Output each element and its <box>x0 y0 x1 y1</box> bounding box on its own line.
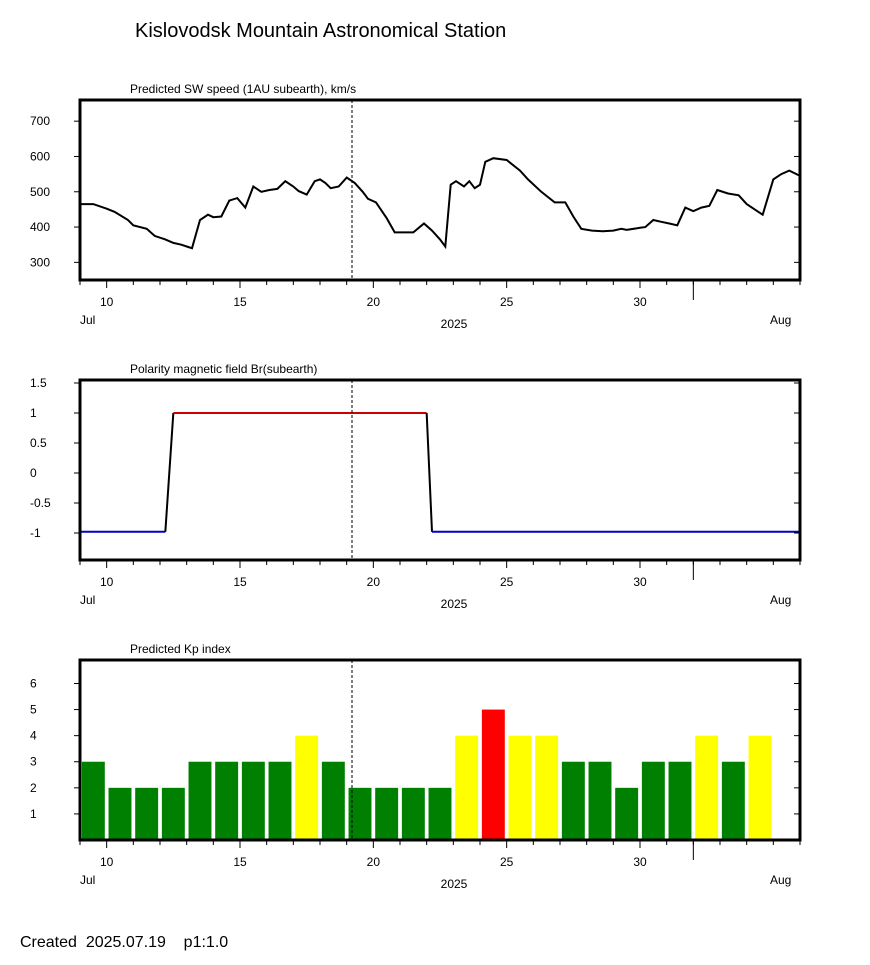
kp-bar <box>401 787 425 840</box>
kp-bar <box>348 787 372 840</box>
kp-bar <box>135 787 159 840</box>
x-tick-label: 20 <box>367 855 381 869</box>
y-tick-label: -1 <box>30 526 41 540</box>
x-year-label: 2025 <box>441 877 468 891</box>
y-tick-label: -0.5 <box>30 496 51 510</box>
y-tick-label: 0 <box>30 466 37 480</box>
chart-panel-3 <box>74 658 802 860</box>
x-month-label: Jul <box>80 593 95 607</box>
created-footer: Created 2025.07.19 p1:1.0 <box>20 934 229 951</box>
x-tick-label: 15 <box>233 855 247 869</box>
x-tick-label: 25 <box>500 295 514 309</box>
x-month-label: Aug <box>770 313 791 327</box>
chart-title: Predicted SW speed (1AU subearth), km/s <box>130 82 356 96</box>
x-tick-label: 10 <box>100 575 114 589</box>
page-title: Kislovodsk Mountain Astronomical Station <box>135 20 507 42</box>
x-month-label: Aug <box>770 873 791 887</box>
x-month-label: Jul <box>80 313 95 327</box>
kp-bar <box>561 761 585 840</box>
x-tick-label: 10 <box>100 295 114 309</box>
kp-bar <box>81 761 105 840</box>
y-tick-label: 2 <box>30 781 37 795</box>
y-tick-label: 600 <box>30 149 50 163</box>
y-tick-label: 0.5 <box>30 436 47 450</box>
x-tick-label: 20 <box>367 575 381 589</box>
x-tick-label: 25 <box>500 575 514 589</box>
x-tick-label: 15 <box>233 575 247 589</box>
y-tick-label: 1 <box>30 807 37 821</box>
kp-bar <box>428 787 452 840</box>
kp-bar <box>268 761 292 840</box>
kp-bar <box>455 735 479 840</box>
kp-bar <box>481 709 505 840</box>
x-year-label: 2025 <box>441 317 468 331</box>
y-tick-label: 300 <box>30 255 50 269</box>
y-tick-label: 1.5 <box>30 376 47 390</box>
x-tick-label: 30 <box>633 575 647 589</box>
y-tick-label: 5 <box>30 703 37 717</box>
kp-bar <box>295 735 319 840</box>
chart-title: Polarity magnetic field Br(subearth) <box>130 362 317 376</box>
y-tick-label: 400 <box>30 220 50 234</box>
y-tick-label: 4 <box>30 729 37 743</box>
y-tick-label: 1 <box>30 406 37 420</box>
kp-bar <box>588 761 612 840</box>
plot-frame <box>78 658 802 842</box>
x-month-label: Jul <box>80 873 95 887</box>
x-tick-label: 30 <box>633 295 647 309</box>
plot-frame <box>78 378 802 562</box>
y-tick-label: 500 <box>30 185 50 199</box>
kp-bar <box>615 787 639 840</box>
x-tick-label: 20 <box>367 295 381 309</box>
kp-bar <box>641 761 665 840</box>
chart-title: Predicted Kp index <box>130 642 231 656</box>
chart-panel-1 <box>74 98 802 300</box>
polarity-line-segment <box>164 412 175 532</box>
polarity-line-segment <box>425 412 433 532</box>
kp-bar <box>188 761 212 840</box>
kp-bar <box>535 735 559 840</box>
kp-bar <box>508 735 532 840</box>
kp-bar <box>375 787 399 840</box>
kp-bar <box>321 761 345 840</box>
y-tick-label: 3 <box>30 755 37 769</box>
kp-bar <box>695 735 719 840</box>
kp-bar <box>748 735 772 840</box>
x-tick-label: 30 <box>633 855 647 869</box>
y-tick-label: 6 <box>30 676 37 690</box>
x-month-label: Aug <box>770 593 791 607</box>
x-year-label: 2025 <box>441 597 468 611</box>
sw-speed-line <box>80 157 801 250</box>
kp-bar <box>241 761 265 840</box>
x-tick-label: 15 <box>233 295 247 309</box>
chart-panel-2 <box>74 378 802 580</box>
kp-bar <box>668 761 692 840</box>
kp-bar <box>108 787 132 840</box>
plot-frame <box>78 98 802 282</box>
kp-bar <box>161 787 185 840</box>
y-tick-label: 700 <box>30 114 50 128</box>
x-tick-label: 10 <box>100 855 114 869</box>
kp-bar <box>721 761 745 840</box>
kp-bar <box>215 761 239 840</box>
x-tick-label: 25 <box>500 855 514 869</box>
